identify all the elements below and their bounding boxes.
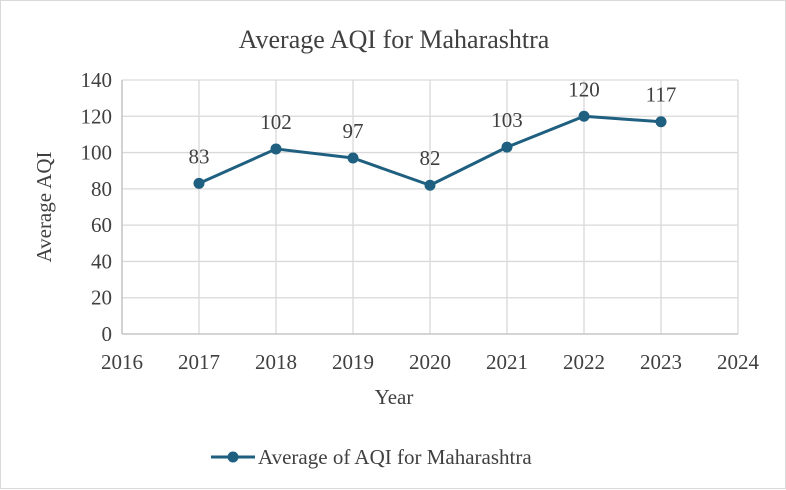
legend-marker [227,451,239,463]
x-tick-label: 2016 [101,350,143,374]
chart-title: Average AQI for Maharashtra [239,25,550,54]
data-point [578,110,590,122]
gridlines [121,79,739,335]
data-label: 97 [343,119,364,143]
y-tick-label: 100 [81,141,113,165]
data-label: 103 [491,108,523,132]
legend-label: Average of AQI for Maharashtra [258,445,532,469]
y-tick-label: 120 [81,104,113,128]
data-label: 117 [646,83,677,107]
data-label: 120 [568,77,600,101]
y-tick-label: 40 [91,249,112,273]
data-point [193,177,205,189]
data-point [270,143,282,155]
legend: Average of AQI for Maharashtra [211,445,532,469]
data-point [424,179,436,191]
x-tick-label: 2018 [255,350,297,374]
x-tick-label: 2020 [409,350,451,374]
data-point [501,141,513,153]
data-point [655,116,667,128]
data-label: 102 [260,110,292,134]
data-label: 82 [420,146,441,170]
y-tick-label: 0 [102,322,113,346]
y-tick-label: 60 [91,213,112,237]
x-tick-label: 2022 [563,350,605,374]
series-average-aqi: 83 102 97 82 103 120 117 [189,77,677,191]
x-axis-ticks: 2016 2017 2018 2019 2020 2021 2022 2023 2024 [101,350,760,374]
data-point [347,152,359,164]
x-axis-title: Year [375,385,414,409]
y-tick-label: 20 [91,286,112,310]
x-tick-label: 2019 [332,350,374,374]
x-tick-label: 2024 [717,350,760,374]
x-tick-label: 2023 [640,350,682,374]
y-axis-title: Average AQI [32,152,56,263]
x-tick-label: 2021 [486,350,528,374]
y-tick-label: 140 [81,68,113,92]
y-axis-ticks: 0 20 40 60 80 100 120 140 [81,68,113,346]
x-tick-label: 2017 [178,350,220,374]
y-tick-label: 80 [91,177,112,201]
data-label: 83 [189,144,210,168]
